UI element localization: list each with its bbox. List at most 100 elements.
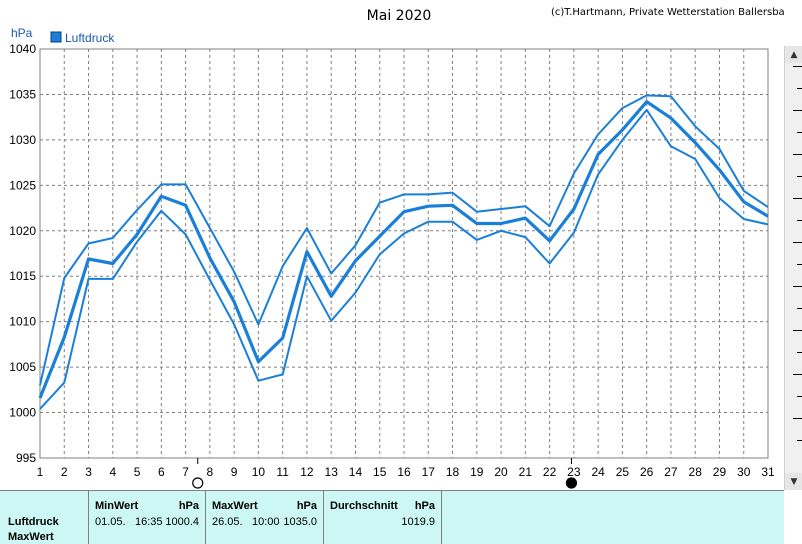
series-line-mean: [38, 100, 769, 399]
ruler-tick: [793, 330, 802, 331]
x-tick-label: 10: [252, 465, 266, 479]
y-tick-label: 1035: [9, 87, 36, 101]
ruler-tick: [793, 198, 802, 199]
scroll-down-button[interactable]: ▼: [785, 473, 802, 490]
stats-avg-cell: Durchschnitt hPa 1019.9: [323, 491, 442, 544]
x-tick-label: 6: [158, 465, 165, 479]
x-tick-label: 18: [446, 465, 460, 479]
stats-label-cell: Luftdruck MaxWert: [0, 491, 89, 544]
avg-value: 1019.9: [401, 516, 435, 528]
y-tick-label: 1040: [9, 42, 36, 56]
x-tick-label: 7: [182, 465, 189, 479]
vertical-scrollbar[interactable]: ▲ ▼: [784, 46, 802, 490]
x-tick-label: 14: [349, 465, 363, 479]
x-tick-label: 11: [276, 465, 289, 479]
x-tick-label: 8: [207, 465, 214, 479]
y-tick-label: 1020: [9, 224, 36, 238]
max-header: MaxWert: [212, 500, 258, 512]
y-tick-label: 1000: [9, 406, 36, 420]
x-axis-ticks: 1 2 3 4 5 6 7 8 9 10 11 12 13 14 15 16 17 18 19 20 21 22 23 24 2…: [37, 465, 775, 479]
series-line-max: [39, 94, 769, 386]
ruler-tick: [793, 66, 802, 67]
ruler-tick: [797, 132, 802, 133]
stats-table: Luftdruck MaxWert MinWert hPa 01.05. 16:…: [0, 490, 784, 544]
x-tick-label: 21: [519, 465, 533, 479]
x-tick-label: 16: [397, 465, 411, 479]
stats-min-cell: MinWert hPa 01.05. 16:35 1000.4: [88, 491, 206, 544]
max-unit: hPa: [296, 500, 317, 512]
x-tick-label: 5: [134, 465, 141, 479]
row-label-luftdruck: Luftdruck: [8, 516, 59, 528]
min-value: 1000.4: [165, 516, 199, 528]
y-axis-ticks: 995 1000 1005 1010 1015 1020 1025 1030 1035 1040: [9, 42, 36, 465]
x-tick-label: 27: [664, 465, 678, 479]
ruler-tick: [793, 154, 802, 155]
x-tick-label: 1: [37, 465, 44, 479]
y-tick-label: 1030: [9, 133, 36, 147]
pressure-chart: Mai 2020 (c)T.Hartmann, Private Wetterst…: [9, 7, 784, 489]
x-tick-label: 2: [61, 465, 68, 479]
legend-swatch: [50, 31, 62, 43]
ruler-tick: [797, 352, 802, 353]
ruler-tick: [797, 220, 802, 221]
moon-phase-markers: [192, 458, 578, 489]
ruler-tick: [793, 110, 802, 111]
x-tick-label: 15: [373, 465, 387, 479]
min-date: 01.05.: [95, 516, 126, 528]
x-tick-label: 29: [713, 465, 727, 479]
x-tick-label: 9: [231, 465, 238, 479]
x-tick-label: 13: [325, 465, 339, 479]
y-tick-label: 1025: [9, 178, 36, 192]
ruler-tick: [797, 308, 802, 309]
chart-title: Mai 2020: [367, 8, 432, 24]
x-tick-label: 31: [761, 465, 775, 479]
ruler-tick: [793, 418, 802, 419]
ruler-tick: [797, 88, 802, 89]
x-tick-label: 25: [616, 465, 630, 479]
avg-unit: hPa: [414, 500, 435, 512]
ruler-tick: [793, 374, 802, 375]
series-line-min: [39, 108, 769, 410]
x-tick-label: 26: [640, 465, 654, 479]
avg-header: Durchschnitt: [330, 500, 398, 512]
x-tick-label: 22: [543, 465, 557, 479]
x-tick-label: 4: [109, 465, 116, 479]
x-tick-label: 19: [470, 465, 484, 479]
x-tick-label: 23: [567, 465, 581, 479]
stats-max-cell: MaxWert hPa 26.05. 10:00 1035.0: [205, 491, 324, 544]
x-tick-label: 24: [591, 465, 605, 479]
scrollbar-ruler: [791, 66, 802, 470]
x-tick-label: 30: [737, 465, 751, 479]
min-unit: hPa: [178, 500, 199, 512]
series-lines: [38, 94, 769, 410]
min-time: 16:35: [135, 516, 163, 528]
ruler-tick: [797, 396, 802, 397]
ruler-tick: [793, 286, 802, 287]
ruler-tick: [797, 176, 802, 177]
ruler-tick: [797, 264, 802, 265]
ruler-tick: [797, 440, 802, 441]
ruler-tick: [793, 242, 802, 243]
legend-label: Luftdruck: [65, 31, 115, 45]
max-time: 10:00: [252, 516, 280, 528]
min-header: MinWert: [95, 500, 139, 512]
full-moon-icon: [192, 477, 204, 489]
y-tick-label: 1005: [9, 360, 36, 374]
arrow-down-icon: ▼: [790, 476, 798, 487]
arrow-up-icon: ▲: [790, 49, 798, 60]
x-tick-label: 3: [85, 465, 92, 479]
y-tick-label: 1015: [9, 269, 36, 283]
x-tick-label: 17: [422, 465, 436, 479]
x-tick-label: 12: [300, 465, 314, 479]
scroll-up-button[interactable]: ▲: [785, 46, 802, 63]
x-tick-label: 28: [689, 465, 703, 479]
max-date: 26.05.: [212, 516, 243, 528]
y-tick-label: 995: [16, 451, 36, 465]
x-tick-label: 20: [494, 465, 508, 479]
y-tick-label: 1010: [9, 315, 36, 329]
y-axis-unit: hPa: [11, 26, 33, 40]
copyright-text: (c)T.Hartmann, Private Wetterstation Bal…: [551, 7, 784, 18]
new-moon-icon: [565, 477, 578, 489]
max-value: 1035.0: [283, 516, 317, 528]
row-label-maxwert: MaxWert: [8, 531, 54, 543]
